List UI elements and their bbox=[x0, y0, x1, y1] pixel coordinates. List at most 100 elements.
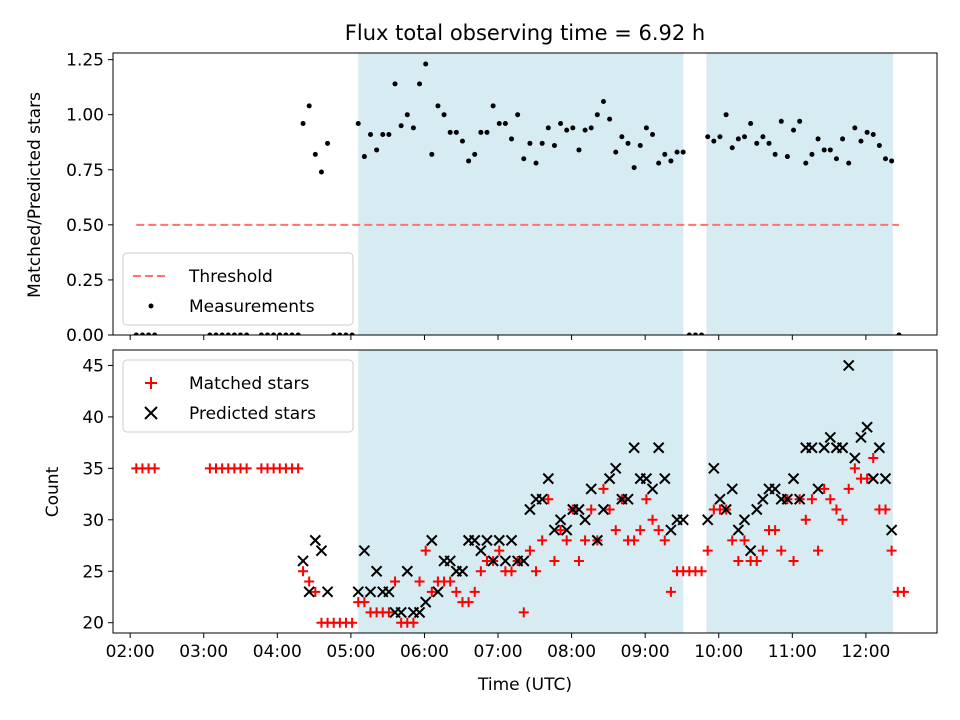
y-tick-label: 1.00 bbox=[66, 106, 104, 126]
measurement-point bbox=[735, 136, 741, 142]
matched-star-point bbox=[408, 617, 419, 628]
predicted-star-point bbox=[708, 462, 720, 475]
predicted-star-point bbox=[806, 442, 818, 454]
predicted-star-point bbox=[659, 472, 671, 485]
matched-star-point bbox=[475, 566, 486, 577]
predicted-star-point bbox=[793, 493, 806, 505]
measurement-point bbox=[883, 156, 888, 162]
predicted-star-point bbox=[456, 565, 469, 577]
predicted-star-point bbox=[585, 483, 597, 495]
measurement-point bbox=[447, 129, 453, 135]
measurement-point bbox=[797, 118, 803, 124]
matched-star-point bbox=[659, 535, 670, 546]
measurement-point bbox=[225, 332, 231, 335]
y-tick-label: 20 bbox=[82, 614, 104, 634]
axes-frame-bottom bbox=[112, 349, 938, 634]
measurement-point bbox=[472, 151, 478, 157]
x-tick-label: 07:00 bbox=[474, 642, 523, 662]
matched-star-point bbox=[751, 555, 762, 566]
legend-matched-swatch bbox=[145, 377, 157, 389]
measurement-point bbox=[827, 147, 833, 153]
measurement-point bbox=[809, 151, 815, 157]
observing-period-shade bbox=[706, 350, 893, 633]
predicted-star-point bbox=[419, 596, 432, 608]
matched-star-point bbox=[702, 545, 713, 556]
measurement-point bbox=[410, 125, 416, 131]
measurement-point bbox=[398, 123, 404, 129]
matched-star-point bbox=[347, 617, 358, 628]
measurement-point bbox=[271, 332, 277, 335]
matched-star-point bbox=[757, 545, 768, 556]
y-tick-label: 0.75 bbox=[66, 161, 104, 181]
measurement-point bbox=[686, 332, 692, 335]
predicted-star-point bbox=[401, 565, 413, 577]
matched-star-point bbox=[868, 453, 879, 464]
measurement-point bbox=[784, 154, 790, 160]
measurement-point bbox=[754, 140, 760, 146]
predicted-star-point bbox=[487, 555, 499, 567]
measurement-point bbox=[300, 121, 306, 126]
measurement-point bbox=[490, 103, 496, 109]
matched-star-point bbox=[831, 504, 842, 515]
measurement-point bbox=[283, 332, 289, 335]
matched-star-point bbox=[241, 463, 252, 474]
measurement-point bbox=[423, 61, 429, 67]
predicted-star-point bbox=[505, 534, 518, 547]
measurement-point bbox=[699, 332, 705, 335]
measurement-point bbox=[876, 143, 882, 149]
y-tick-label: 0.00 bbox=[66, 326, 104, 346]
x-tick-label: 02:00 bbox=[106, 642, 155, 662]
matched-star-point bbox=[788, 555, 799, 566]
predicted-star-point bbox=[352, 586, 364, 598]
matched-star-point bbox=[506, 566, 517, 577]
measurement-point bbox=[521, 156, 527, 162]
measurement-point bbox=[582, 127, 588, 133]
predicted-star-point bbox=[836, 442, 849, 454]
y-tick-label: 35 bbox=[82, 459, 104, 479]
y-tick-label: 45 bbox=[82, 356, 104, 376]
predicted-star-point bbox=[769, 483, 781, 495]
measurement-point bbox=[459, 138, 465, 144]
measurement-point bbox=[570, 125, 576, 131]
y-tick-label: 25 bbox=[82, 562, 104, 582]
matched-star-point bbox=[293, 463, 304, 474]
predicted-star-point bbox=[358, 544, 371, 557]
matched-star-point bbox=[586, 504, 597, 515]
x-tick-label: 04:00 bbox=[253, 642, 302, 662]
matched-star-point bbox=[149, 463, 160, 474]
predicted-star-point bbox=[885, 524, 898, 536]
measurement-point bbox=[152, 332, 158, 335]
matched-star-point bbox=[598, 483, 609, 494]
measurement-point bbox=[846, 160, 852, 166]
measurement-point bbox=[515, 112, 521, 118]
matched-star-point bbox=[573, 555, 584, 566]
measurement-point bbox=[551, 143, 557, 149]
matched-star-point bbox=[561, 535, 572, 546]
matched-star-point bbox=[463, 597, 474, 608]
x-tick-label: 09:00 bbox=[621, 642, 670, 662]
predicted-star-point bbox=[665, 524, 677, 536]
predicted-star-point bbox=[536, 493, 548, 505]
measurement-point bbox=[833, 156, 839, 162]
observing-period-shade bbox=[706, 53, 893, 335]
matched-star-point bbox=[629, 535, 640, 546]
matched-star-point bbox=[819, 483, 830, 494]
predicted-star-point bbox=[469, 534, 481, 547]
predicted-star-point bbox=[603, 472, 616, 485]
measurement-point bbox=[594, 112, 600, 118]
measurement-point bbox=[219, 332, 225, 335]
matched-star-point bbox=[604, 504, 615, 515]
predicted-star-point bbox=[867, 472, 879, 485]
matched-star-point bbox=[739, 535, 750, 546]
measurement-point bbox=[680, 149, 686, 155]
matched-star-point bbox=[531, 566, 542, 577]
predicted-star-point bbox=[597, 503, 610, 516]
measurement-point bbox=[295, 332, 301, 335]
plot-marks-top bbox=[133, 61, 902, 335]
predicted-star-point bbox=[855, 431, 867, 444]
measurement-point bbox=[625, 140, 631, 146]
predicted-star-point bbox=[701, 514, 714, 526]
predicted-star-point bbox=[720, 503, 732, 516]
predicted-star-point bbox=[315, 544, 328, 557]
